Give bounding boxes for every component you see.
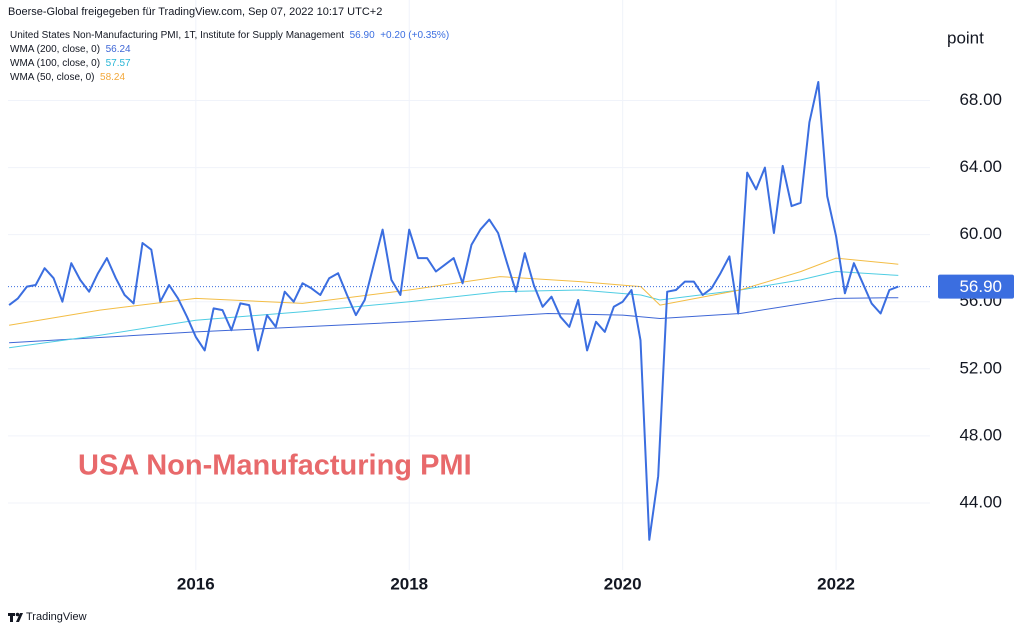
logo-part [16, 613, 23, 622]
series-line [9, 297, 899, 344]
series-line [8, 81, 899, 541]
footer-brand: TradingView [26, 611, 87, 623]
legend-value: 57.57 [105, 58, 131, 69]
legend-row: WMA (50, close, 0) 58.24 [10, 71, 449, 85]
x-tick-label: 2020 [604, 574, 642, 593]
y-tick-label: 48.00 [959, 425, 1002, 444]
x-tick-label: 2022 [817, 574, 855, 593]
legend: United States Non-Manufacturing PMI, 1T,… [10, 29, 449, 85]
price-tag-label: 56.90 [959, 277, 1002, 296]
legend-row: WMA (100, close, 0) 57.57 [10, 57, 449, 71]
unit-label: point [947, 28, 984, 47]
y-tick-label: 52.00 [959, 358, 1002, 377]
legend-name: WMA (100, close, 0) [10, 58, 101, 69]
annotation: USA Non-Manufacturing PMI [78, 450, 472, 482]
y-tick-label: 60.00 [959, 224, 1002, 243]
y-tick-label: 44.00 [959, 492, 1002, 511]
legend-name: United States Non-Manufacturing PMI, 1T,… [10, 30, 345, 41]
legend-value: 56.90 [349, 30, 375, 41]
legend-value: 56.24 [105, 44, 131, 55]
legend-value: 58.24 [100, 72, 126, 83]
legend-row: United States Non-Manufacturing PMI, 1T,… [10, 29, 449, 43]
series-line [9, 257, 899, 326]
series-line [9, 271, 899, 349]
y-tick-label: 64.00 [959, 157, 1002, 176]
grid [8, 0, 930, 570]
legend-name: WMA (50, close, 0) [10, 72, 95, 83]
price-tag [938, 274, 1014, 299]
legend-change: +0.20 (+0.35%) [380, 30, 450, 41]
x-tick-label: 2016 [177, 574, 215, 593]
legend-name: WMA (200, close, 0) [10, 44, 101, 55]
x-tick-label: 2018 [390, 574, 428, 593]
attribution: Boerse-Global freigegeben für TradingVie… [8, 6, 383, 18]
logo-part [10, 613, 13, 622]
logo-part [15, 612, 20, 617]
tradingview-logo [8, 612, 23, 622]
y-tick-label: 68.00 [959, 90, 1002, 109]
legend-row: WMA (200, close, 0) 56.24 [10, 43, 449, 57]
